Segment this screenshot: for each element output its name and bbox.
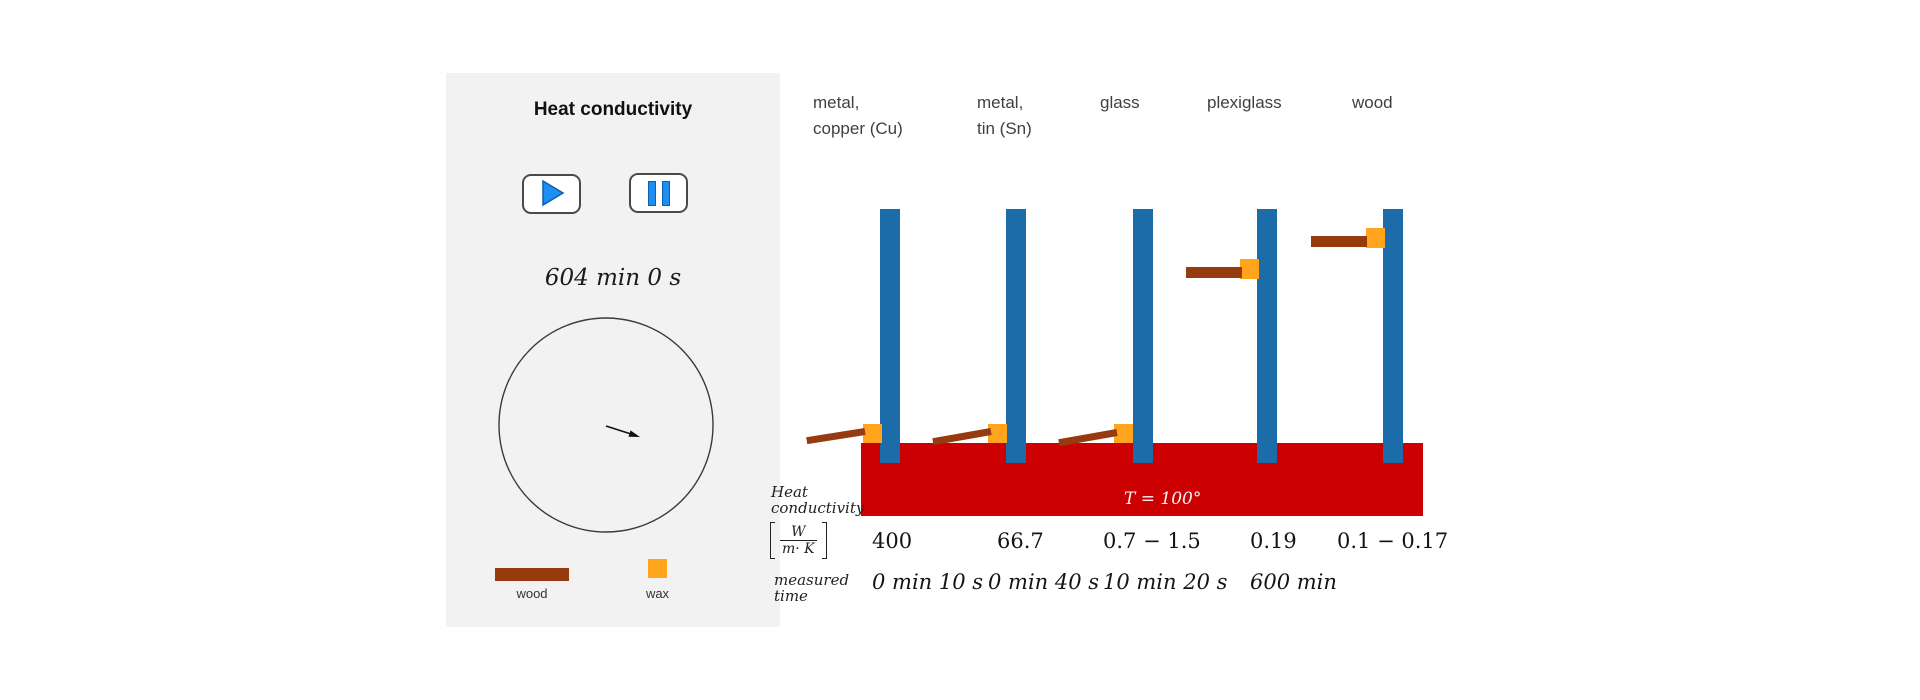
- unit-numerator: W: [791, 524, 806, 540]
- wax-marker-glass: [1114, 424, 1133, 443]
- column-label-line: glass: [1100, 93, 1140, 112]
- rod-glass: [1133, 209, 1153, 463]
- unit-fraction: W m· K: [775, 522, 822, 559]
- elapsed-time-display: 604 min 0 s: [544, 265, 682, 291]
- row-header-line: conductivity: [771, 499, 865, 517]
- panel-title: Heat conductivity: [533, 99, 693, 120]
- column-label-tin: metal, tin (Sn): [977, 90, 1032, 142]
- column-label-copper: metal, copper (Cu): [813, 90, 903, 142]
- clock-circle: [498, 317, 714, 533]
- rod-wood: [1383, 209, 1403, 463]
- column-label-line: metal,: [813, 93, 860, 112]
- hot-plate-temperature: T = 100°: [1124, 489, 1202, 509]
- wax-marker-tin: [988, 424, 1007, 443]
- conductivity-unit: W m· K: [770, 522, 827, 559]
- conductivity-value-copper: 400: [872, 529, 913, 553]
- row-header-measured-time: measured time: [774, 572, 849, 604]
- wax-marker-wood: [1366, 228, 1385, 248]
- row-header-line: measured: [774, 571, 850, 589]
- measured-time-glass: 10 min 20 s: [1103, 570, 1228, 594]
- legend-wax-label: wax: [645, 586, 670, 601]
- legend-wax-swatch: [648, 559, 667, 578]
- rod-plexiglass: [1257, 209, 1277, 463]
- conductivity-value-wood: 0.1 − 0.17: [1337, 529, 1449, 553]
- wood-stick-wood: [1311, 236, 1367, 247]
- row-header-line: Heat: [771, 483, 808, 501]
- column-label-line: plexiglass: [1207, 93, 1282, 112]
- row-header-conductivity: Heat conductivity: [771, 484, 864, 516]
- clock-face: [498, 317, 714, 533]
- column-label-glass: glass: [1100, 90, 1140, 116]
- column-label-plexiglass: plexiglass: [1207, 90, 1282, 116]
- pause-icon: [647, 180, 670, 206]
- conductivity-value-glass: 0.7 − 1.5: [1103, 529, 1201, 553]
- row-header-line: time: [774, 587, 808, 605]
- wood-stick-copper: [806, 428, 866, 445]
- left-bracket: [770, 522, 775, 559]
- column-label-line: metal,: [977, 93, 1024, 112]
- column-label-wood: wood: [1352, 90, 1393, 116]
- rod-tin: [1006, 209, 1026, 463]
- right-bracket: [821, 522, 827, 559]
- rod-copper: [880, 209, 900, 463]
- wax-marker-plexiglass: [1240, 259, 1259, 279]
- wood-stick-plexiglass: [1186, 267, 1242, 278]
- unit-denominator: m· K: [780, 540, 817, 557]
- play-icon: [539, 179, 565, 210]
- column-label-line: copper (Cu): [813, 119, 903, 138]
- conductivity-value-plexiglass: 0.19: [1250, 529, 1297, 553]
- measured-time-copper: 0 min 10 s: [872, 570, 984, 594]
- pause-button[interactable]: [629, 173, 688, 213]
- column-label-line: tin (Sn): [977, 119, 1032, 138]
- clock-hand-icon: [605, 425, 640, 437]
- measured-time-plexiglass: 600 min: [1250, 570, 1337, 594]
- conductivity-value-tin: 66.7: [997, 529, 1044, 553]
- control-panel: Heat conductivity 604 min 0 s wood wax: [446, 73, 780, 627]
- column-label-line: wood: [1352, 93, 1393, 112]
- measured-time-tin: 0 min 40 s: [988, 570, 1100, 594]
- play-button[interactable]: [522, 174, 581, 214]
- legend-wood-label: wood: [516, 586, 548, 601]
- legend-wood-swatch: [495, 568, 569, 581]
- wax-marker-copper: [863, 424, 882, 443]
